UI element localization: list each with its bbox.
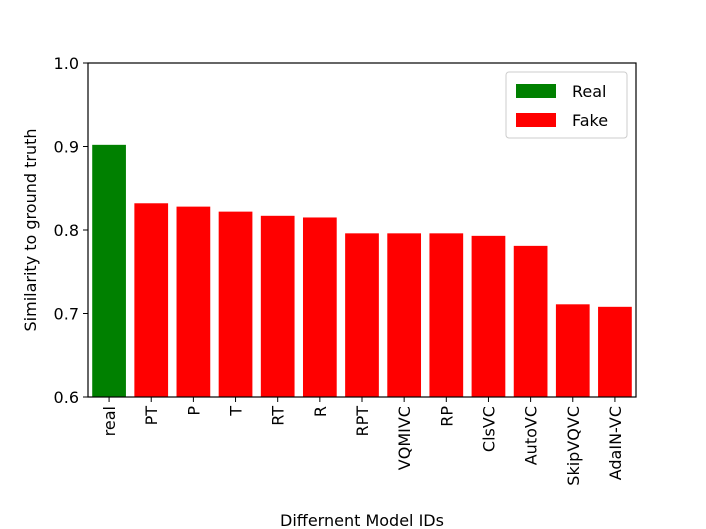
bar-SkipVQVC xyxy=(555,304,590,397)
x-tick-label: RPT xyxy=(353,406,372,437)
bar-PT xyxy=(134,203,169,397)
bar-RP xyxy=(429,233,464,397)
x-tick-label: RP xyxy=(437,406,456,427)
bar-AdaIN-VC xyxy=(598,306,632,397)
legend-box xyxy=(505,71,628,139)
bar-AutoVC xyxy=(513,245,548,397)
x-tick-label: ClsVC xyxy=(479,406,498,452)
y-axis-label: Similarity to ground truth xyxy=(21,129,40,332)
x-tick-label: R xyxy=(311,406,330,417)
y-tick-label: 1.0 xyxy=(54,54,79,73)
x-axis-label: Differnent Model IDs xyxy=(280,511,444,529)
legend-label-real: Real xyxy=(572,82,607,101)
x-tick-label: real xyxy=(100,406,119,436)
bar-RPT xyxy=(345,233,379,397)
y-tick-label: 0.7 xyxy=(54,305,79,324)
x-tick-label: SkipVQVC xyxy=(564,406,583,486)
bar-R xyxy=(302,217,337,397)
bar-real xyxy=(92,144,126,397)
x-tick-label: P xyxy=(184,406,203,416)
y-tick-label: 0.8 xyxy=(54,221,79,240)
x-ticks: real PT P T RT R RPT VQMIVC RP ClsVC AutoVC SkipVQV… xyxy=(100,397,625,486)
legend: Real Fake xyxy=(505,71,628,139)
y-tick-label: 0.6 xyxy=(54,388,79,407)
x-tick-label: VQMIVC xyxy=(395,406,414,470)
bar-P xyxy=(176,206,211,397)
legend-swatch-fake xyxy=(516,113,556,127)
bars xyxy=(92,144,632,397)
bar-RT xyxy=(260,215,295,397)
x-tick-label: AutoVC xyxy=(522,406,541,465)
x-tick-label: PT xyxy=(142,406,161,426)
x-tick-label: T xyxy=(227,406,246,417)
legend-swatch-real xyxy=(516,84,556,98)
y-tick-label: 0.9 xyxy=(54,138,79,157)
bar-VQMIVC xyxy=(387,233,422,397)
bar-ClsVC xyxy=(471,235,506,397)
x-tick-label: RT xyxy=(269,406,288,426)
bar-T xyxy=(218,211,253,397)
legend-label-fake: Fake xyxy=(572,111,608,130)
y-ticks: 0.6 0.7 0.8 0.9 1.0 xyxy=(54,54,88,407)
x-tick-label: AdaIN-VC xyxy=(606,406,625,480)
plot-frame xyxy=(87,62,637,398)
